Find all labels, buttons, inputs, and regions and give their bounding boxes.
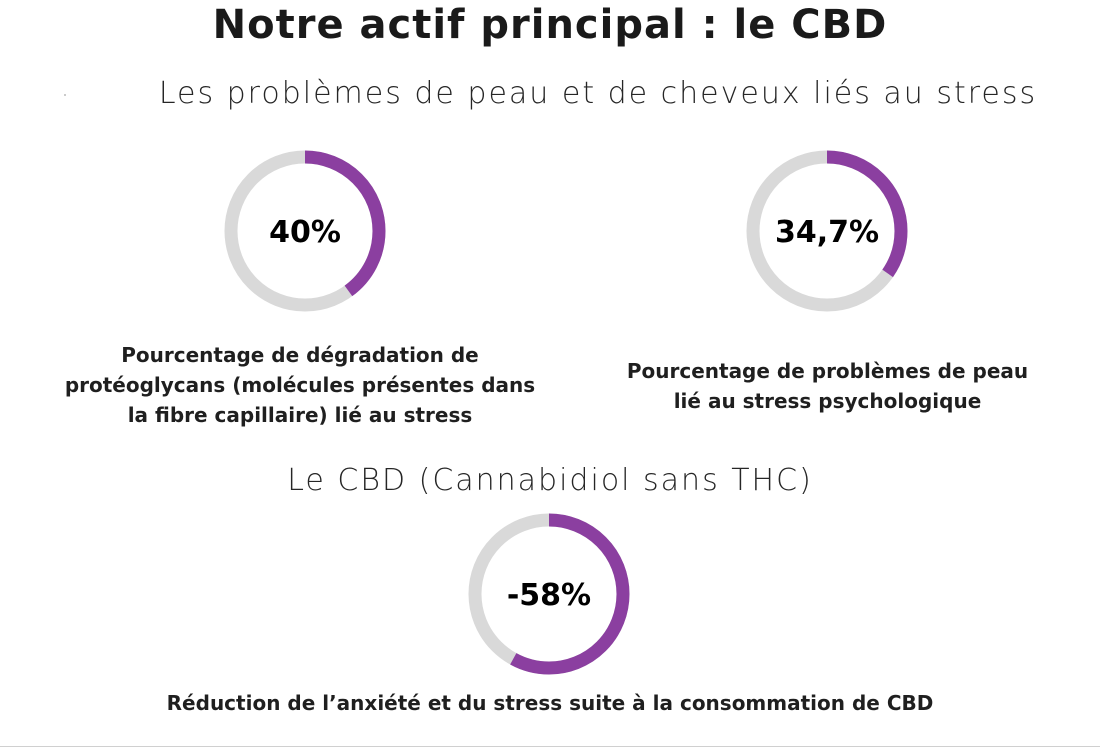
caption-line: lié au stress psychologique: [673, 389, 982, 413]
donut-arc: [746, 150, 908, 312]
caption-line: Pourcentage de problèmes de peau: [626, 359, 1029, 383]
donut-stat-anxiety-reduction: -58%: [468, 513, 630, 675]
caption-line: protéoglycans (molécules présentes dans: [64, 373, 536, 397]
section-heading-cbd: Le CBD (Cannabidiol sans THC): [287, 463, 813, 498]
section-heading-stress: Les problèmes de peau et de cheveux liés…: [158, 76, 1038, 111]
caption-line: Réduction de l’anxiété et du stress suit…: [166, 691, 934, 715]
donut-arc: [224, 150, 386, 312]
stat-caption-proteoglycans: Pourcentage de dégradation de protéoglyc…: [40, 340, 560, 430]
stat-caption-anxiety-reduction: Réduction de l’anxiété et du stress suit…: [100, 688, 1000, 718]
bottom-divider: [0, 746, 1100, 747]
caption-line: la fibre capillaire) lié au stress: [127, 403, 473, 427]
bullet-dot: [64, 94, 66, 96]
stat-caption-skin-problems: Pourcentage de problèmes de peau lié au …: [590, 356, 1065, 416]
stat-value: 34,7%: [775, 215, 879, 250]
page-title: Notre actif principal : le CBD: [212, 2, 888, 48]
donut-stat-skin-problems: 34,7%: [746, 150, 908, 312]
caption-line: Pourcentage de dégradation de: [121, 343, 479, 367]
stat-value: -58%: [507, 578, 591, 613]
stat-value: 40%: [269, 215, 341, 250]
donut-arc: [468, 513, 630, 675]
donut-stat-proteoglycans: 40%: [224, 150, 386, 312]
